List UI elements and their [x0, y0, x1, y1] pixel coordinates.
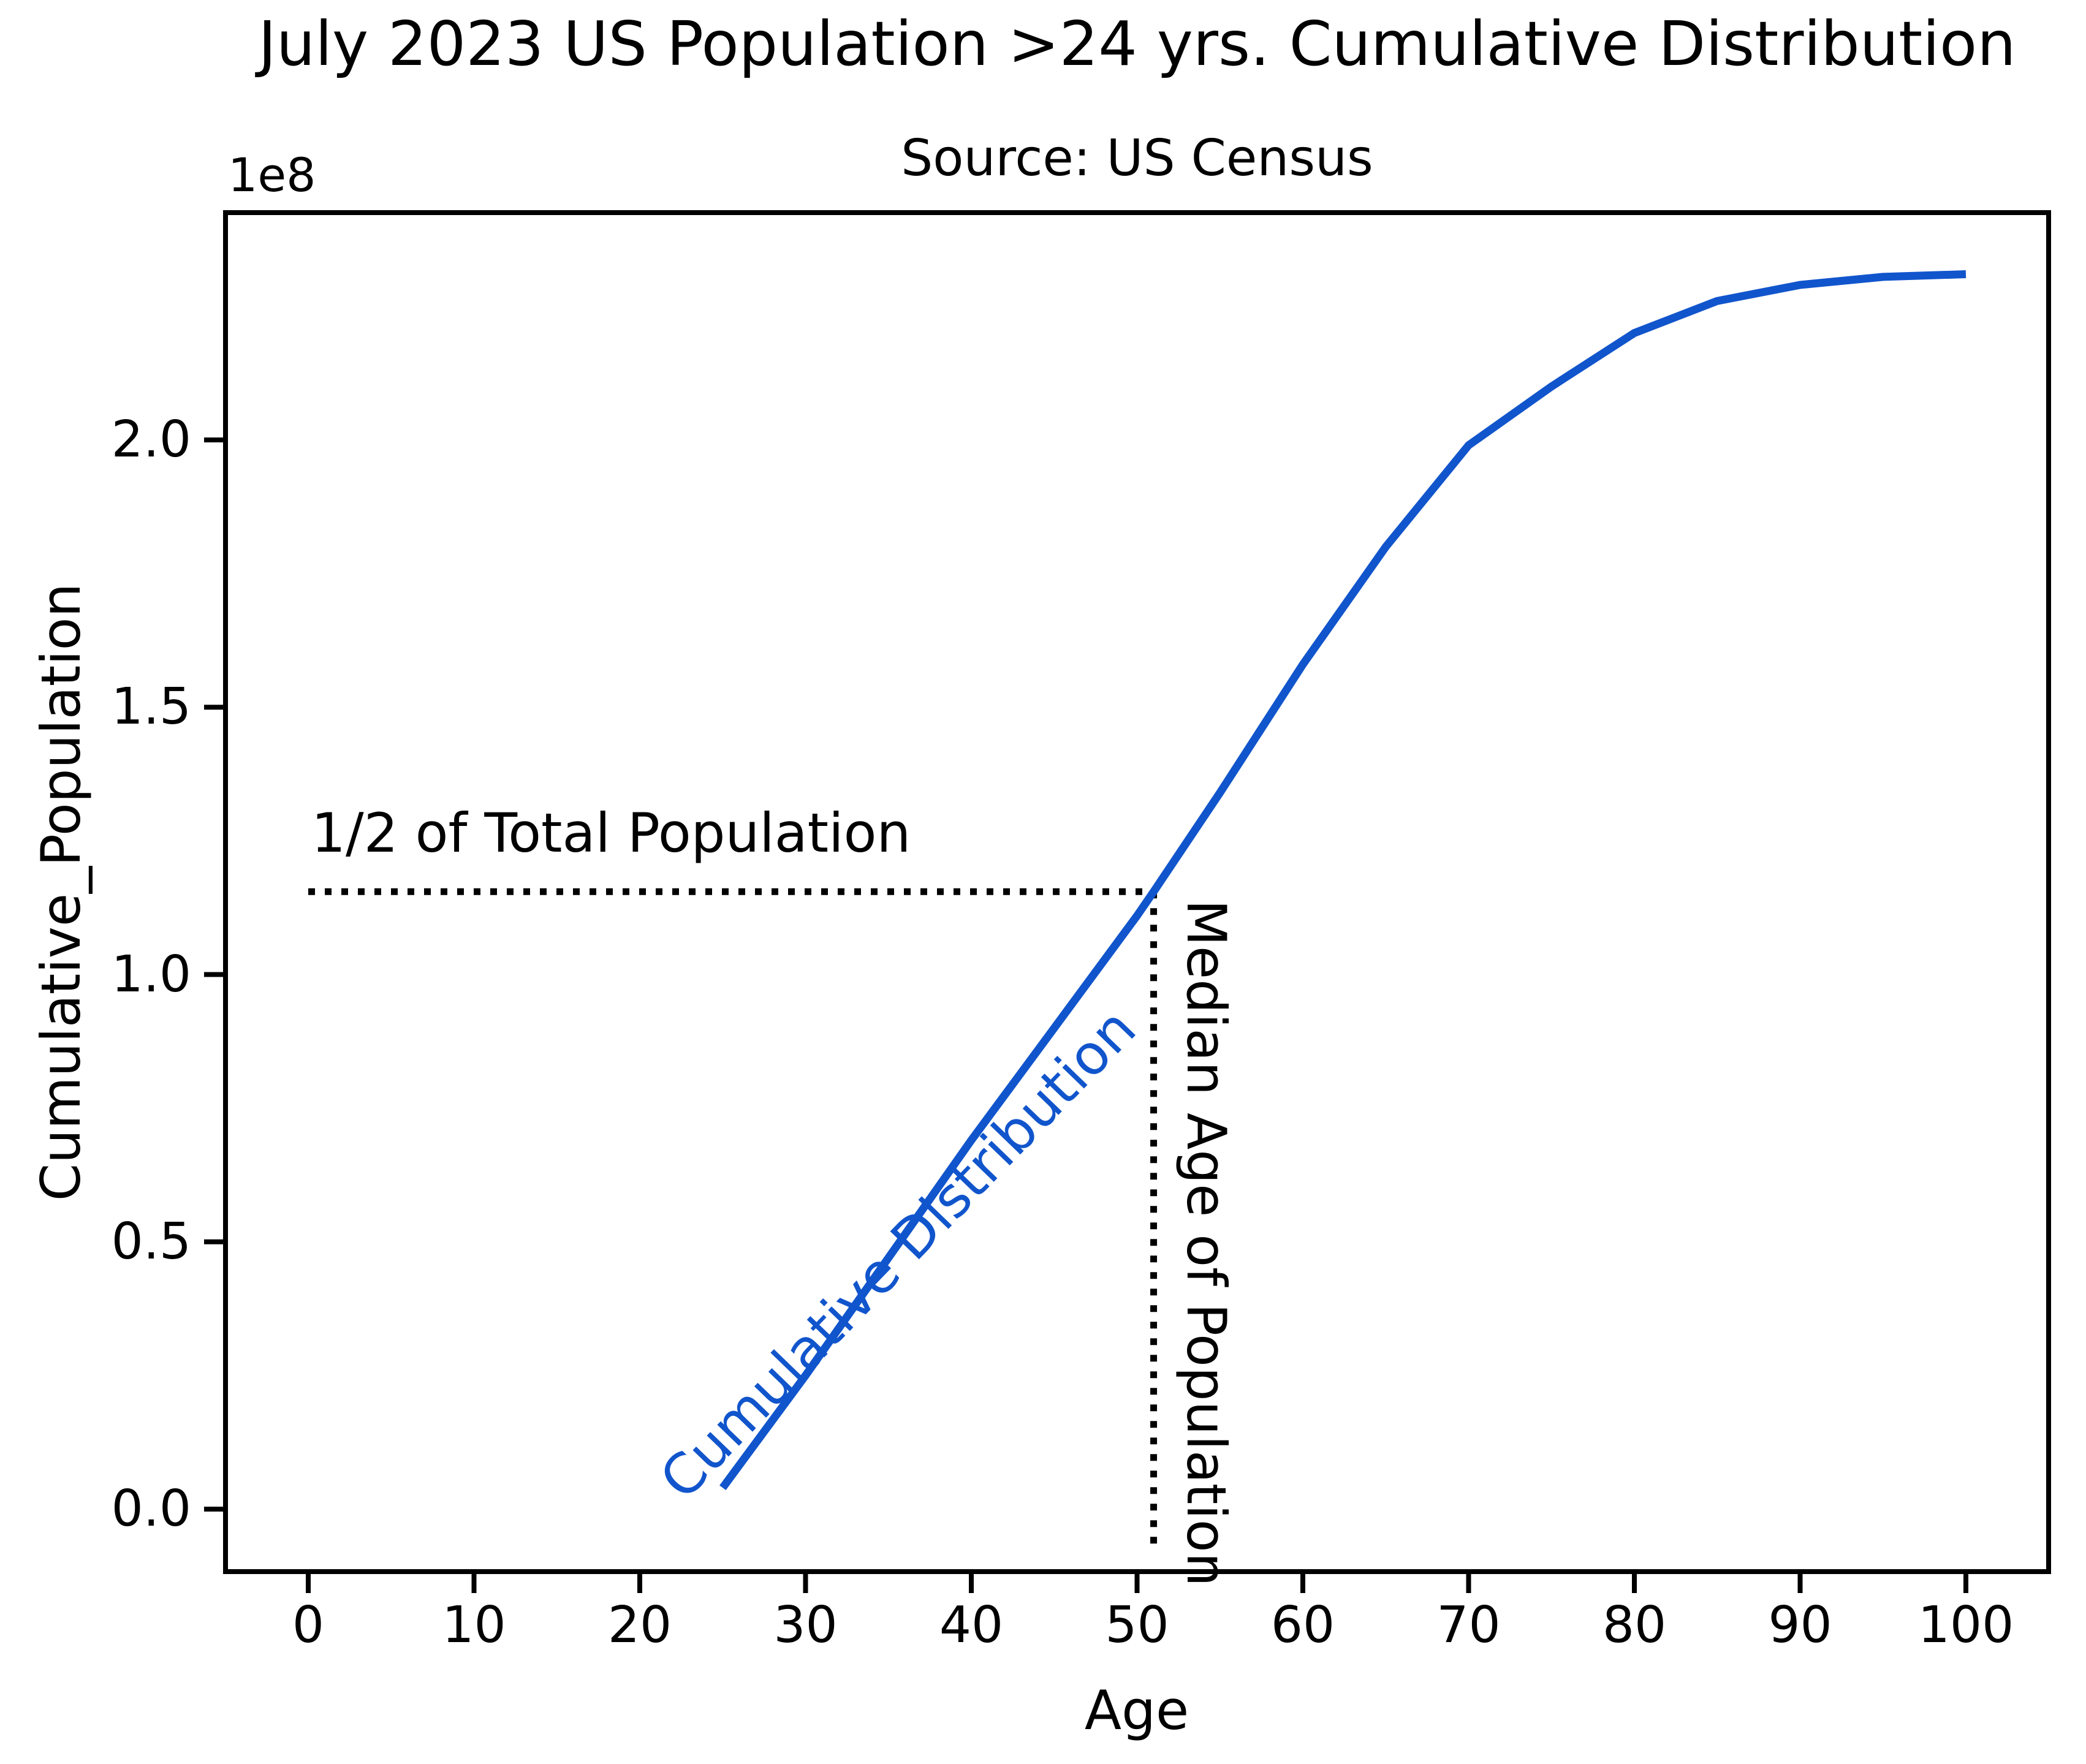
x-tick-label: 10 [442, 1596, 506, 1654]
x-tick-label: 80 [1602, 1596, 1667, 1654]
y-tick-label: 0.0 [111, 1480, 191, 1538]
y-axis-offset-text: 1e8 [228, 148, 316, 202]
cumulative-distribution-line [719, 270, 1967, 1490]
y-tick-label: 2.0 [111, 411, 191, 469]
x-tick-label: 40 [939, 1596, 1004, 1654]
chart-title: July 2023 US Population >24 yrs. Cumulat… [258, 8, 2016, 80]
x-axis-label: Age [1084, 1679, 1189, 1742]
annotation-half-total-population: 1/2 of Total Population [311, 801, 911, 865]
x-tick-label: 0 [292, 1596, 325, 1654]
y-tick-label: 0.5 [111, 1212, 191, 1271]
chart-subtitle: Source: US Census [901, 129, 1373, 187]
x-tick-label: 100 [1917, 1596, 2014, 1654]
x-tick-label: 90 [1768, 1596, 1832, 1654]
y-tick-label: 1.0 [111, 945, 191, 1004]
annotation-median-age: Median Age of Population [1175, 899, 1238, 1587]
x-tick-label: 20 [607, 1596, 672, 1654]
y-tick-label: 1.5 [111, 678, 191, 736]
x-tick-label: 30 [773, 1596, 838, 1654]
x-tick-label: 60 [1270, 1596, 1335, 1654]
y-axis-label: Cumulative_Population [29, 583, 93, 1202]
x-tick-label: 50 [1105, 1596, 1169, 1654]
x-tick-label: 70 [1436, 1596, 1501, 1654]
